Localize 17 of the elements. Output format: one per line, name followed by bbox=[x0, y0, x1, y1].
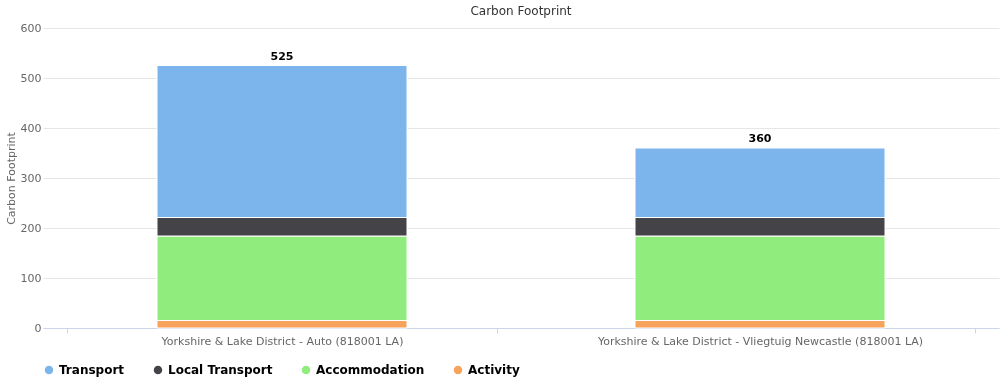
y-tick-label: 300 bbox=[20, 171, 42, 185]
y-tick-label: 200 bbox=[20, 221, 42, 235]
y-axis-title: Carbon Footprint bbox=[4, 131, 18, 225]
x-tick-label: Yorkshire & Lake District - Vliegtuig Newcastle (818001 LA) bbox=[596, 334, 924, 348]
legend-label: Accommodation bbox=[316, 363, 425, 377]
y-tick-label: 0 bbox=[34, 321, 42, 335]
legend-label: Local Transport bbox=[168, 363, 273, 377]
x-tick-label: Yorkshire & Lake District - Auto (818001 LA) bbox=[160, 334, 404, 348]
y-tick-label: 100 bbox=[20, 271, 42, 285]
chart-title: Carbon Footprint bbox=[470, 4, 572, 18]
legend-label: Transport bbox=[59, 363, 125, 377]
y-tick-label: 500 bbox=[20, 71, 42, 85]
legend-label: Activity bbox=[468, 363, 520, 377]
total-label: 525 bbox=[270, 49, 294, 63]
y-tick-label: 400 bbox=[20, 121, 42, 135]
total-label: 360 bbox=[748, 132, 772, 145]
y-tick-label: 600 bbox=[20, 21, 42, 35]
